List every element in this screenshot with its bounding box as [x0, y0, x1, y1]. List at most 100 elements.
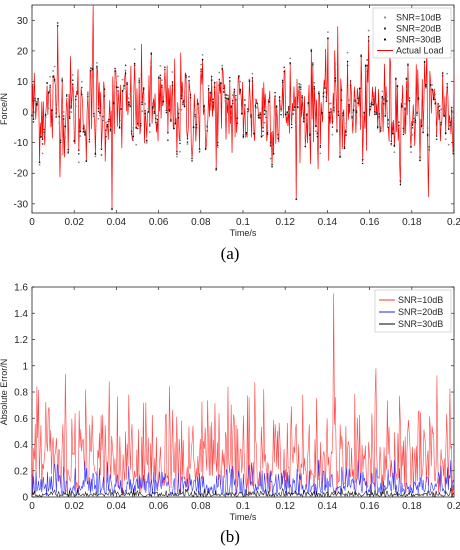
- chart-a-point: [340, 89, 343, 91]
- chart-a-point: [96, 65, 98, 67]
- chart-a-point: [156, 118, 159, 121]
- chart-a-point: [129, 105, 131, 107]
- chart-a-point: [426, 135, 429, 137]
- chart-a-point: [358, 87, 361, 90]
- chart-a-point: [299, 86, 302, 88]
- chart-a-point: [145, 142, 148, 144]
- chart-a-point: [118, 126, 121, 128]
- chart-a-point: [381, 96, 383, 98]
- chart-a-point: [411, 127, 414, 129]
- chart-a-point: [41, 138, 44, 140]
- chart-a-point: [450, 115, 453, 118]
- chart-a-point: [357, 102, 359, 104]
- chart-a-point: [402, 133, 405, 136]
- chart-a-point: [287, 108, 290, 110]
- chart-b-y-tick-label: 1.6: [14, 283, 28, 294]
- chart-a-point: [327, 37, 329, 40]
- chart-a-point: [364, 65, 367, 68]
- chart-a-point: [385, 95, 388, 98]
- chart-a-point: [130, 133, 133, 135]
- chart-b-x-tick-label: 0: [29, 501, 35, 512]
- chart-a-point: [105, 129, 107, 131]
- chart-a-point: [262, 127, 264, 129]
- chart-a-point: [370, 100, 373, 102]
- chart-a-point: [363, 112, 365, 114]
- chart-a-point: [289, 63, 291, 65]
- chart-a-point: [71, 74, 74, 76]
- chart-a-point: [301, 96, 303, 99]
- chart-a-point: [275, 110, 278, 113]
- chart-a-point: [355, 111, 358, 114]
- chart-a-point: [390, 140, 393, 142]
- chart-a-point: [354, 105, 357, 107]
- chart-a-point: [59, 153, 62, 156]
- chart-a-point: [373, 104, 376, 107]
- chart-a-point: [148, 131, 151, 133]
- chart-a-point: [437, 111, 440, 114]
- chart-a-point: [311, 65, 314, 68]
- chart-a-point: [298, 86, 300, 88]
- chart-a-point: [35, 102, 38, 105]
- chart-a-point: [339, 151, 341, 154]
- chart-a-point: [364, 70, 367, 73]
- chart-a-point: [103, 88, 106, 90]
- chart-a-point: [289, 61, 291, 64]
- chart-a-point: [401, 106, 403, 108]
- chart-a-point: [286, 115, 289, 118]
- chart-a-point: [121, 78, 124, 81]
- chart-a-point: [434, 98, 436, 101]
- chart-a-point: [371, 102, 373, 104]
- chart-a-point: [183, 105, 186, 108]
- chart-a-point: [423, 60, 426, 63]
- chart-a-point: [213, 86, 216, 88]
- chart-a-point: [111, 208, 113, 211]
- chart-a-point: [171, 84, 174, 87]
- chart-a-point: [112, 101, 115, 104]
- chart-a-point: [343, 147, 346, 149]
- chart-a-point: [414, 114, 417, 117]
- chart-a-y-tick-label: 20: [17, 46, 29, 57]
- chart-a-point: [299, 83, 302, 86]
- chart-a-point: [102, 115, 104, 118]
- chart-a-point: [97, 117, 100, 120]
- chart-a-point: [139, 129, 142, 132]
- chart-a-point: [336, 130, 338, 132]
- chart-a-point: [263, 109, 266, 112]
- chart-a-point: [141, 101, 144, 103]
- chart-a-point: [218, 78, 220, 81]
- chart-a-point: [124, 72, 127, 74]
- chart-a-point: [446, 86, 449, 89]
- chart-a-point: [150, 64, 153, 66]
- chart-a-point: [64, 136, 67, 139]
- chart-a-point: [126, 81, 128, 84]
- chart-b-y-tick-label: 0.4: [14, 440, 28, 451]
- chart-a-point: [141, 103, 143, 106]
- chart-a-point: [84, 131, 86, 134]
- chart-a-force: 0 0.02 0.04 0.06 0.08 0.1 0.12 0.14 0.16 0.18 0.2 -…: [0, 4, 460, 238]
- chart-a-point: [248, 78, 251, 81]
- chart-a-point: [425, 84, 427, 86]
- chart-a-point: [395, 78, 397, 80]
- chart-a-point: [114, 71, 116, 74]
- chart-a-series-actual-load: [31, 4, 455, 210]
- chart-a-point: [369, 103, 372, 105]
- chart-a-point: [132, 139, 135, 142]
- chart-a-point: [334, 80, 337, 82]
- chart-a-point: [437, 103, 439, 105]
- chart-a-point: [167, 139, 169, 142]
- chart-a-point: [114, 70, 116, 73]
- chart-a-point: [251, 80, 254, 82]
- chart-a-point: [85, 160, 88, 162]
- chart-a-point: [105, 135, 107, 138]
- chart-a-point: [331, 126, 334, 128]
- chart-a-point: [232, 102, 234, 105]
- chart-a-point: [62, 111, 65, 113]
- chart-a-point: [346, 60, 349, 63]
- chart-a-point: [373, 113, 376, 116]
- chart-a-point: [79, 130, 82, 133]
- chart-a-point: [364, 64, 367, 66]
- chart-a-y-tick-label: -10: [14, 138, 29, 149]
- chart-a-point: [141, 110, 144, 113]
- chart-a-point: [97, 110, 100, 113]
- chart-a-point: [114, 67, 116, 70]
